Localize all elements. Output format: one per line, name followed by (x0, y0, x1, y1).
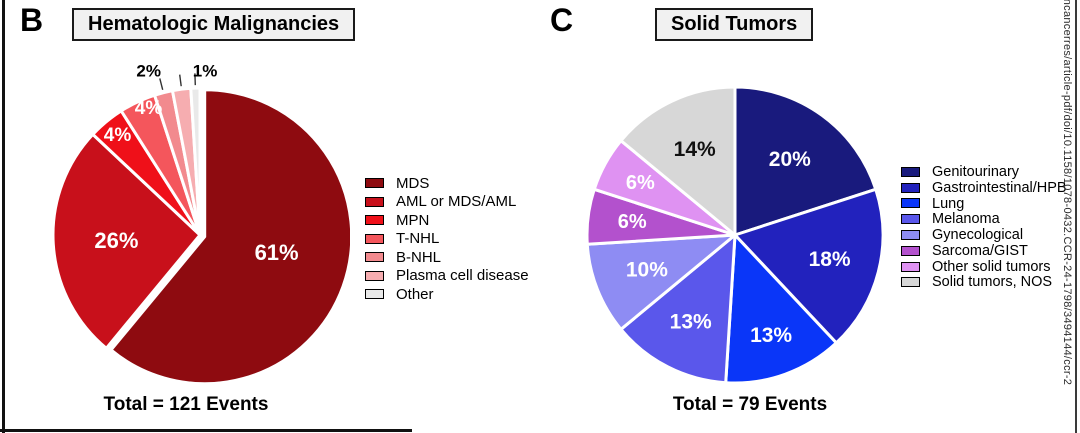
legend-swatch-sarcoma-gist (901, 245, 920, 256)
pie-percent-label-mds: 61% (255, 240, 299, 265)
total-events-label: Total = 79 Events (672, 394, 828, 415)
legend-swatch-t-nhl (365, 233, 384, 244)
panel-title-solid-tumors: Solid Tumors (655, 8, 814, 41)
panel-frame-left-line (2, 0, 5, 433)
pie-slice-gynecological (585, 233, 737, 331)
legend-swatch-b-nhl (365, 252, 384, 263)
legend-label: B-NHL (396, 248, 442, 266)
pie-leader-line-plasma-cell-disease (179, 74, 182, 87)
legend-label: Other (396, 285, 434, 303)
pie-percent-label-other-solid-tumors: 6% (626, 172, 655, 194)
legend-swatch-plasma-cell-disease (365, 270, 384, 281)
panel-title-hematologic: Hematologic Malignancies (72, 8, 356, 41)
legend-item-b-nhl: B-NHL (365, 248, 529, 267)
pie-percent-label-aml-or-mds-aml: 26% (94, 228, 138, 253)
pie-percent-label-lung: 13% (750, 324, 792, 347)
legend-label: Plasma cell disease (396, 267, 529, 285)
panel-title-text: Hematologic Malignancies (88, 13, 340, 35)
pie-percent-label-gynecological: 10% (626, 258, 668, 281)
legend-swatch-gynecological (901, 230, 920, 241)
legend-solid-tumors: Genitourinary Gastrointestinal/HPB Lung Mel… (901, 164, 1067, 290)
pie-chart-solid-tumors: 20% 18% 13% 13% 10% 6% 6% 14% (585, 85, 885, 385)
pie-percent-label-gastrointestinal-hpb: 18% (809, 248, 851, 271)
legend-swatch-lung (901, 198, 920, 209)
legend-swatch-aml-or-mds-aml (365, 196, 384, 207)
legend-label: AML or MDS/AML (396, 193, 517, 211)
legend-label: Genitourinary (932, 163, 1020, 180)
legend-item-aml-or-mds-aml: AML or MDS/AML (365, 193, 529, 212)
legend-label: Gastrointestinal/HPB (932, 179, 1067, 196)
total-events-label: Total = 121 Events (103, 394, 269, 415)
pie-percent-label-outside: 1% (193, 62, 218, 81)
pie-slice-lung (724, 233, 838, 385)
panel-letter-b: B (20, 2, 44, 38)
pdf-url-watermark: incancerres/article-pdf/doi/10.1158/1078… (1061, 0, 1073, 386)
legend-hematologic: MDS AML or MDS/AML MPN T-NHL B-NHL Plasma cel… (365, 174, 529, 304)
legend-swatch-other (365, 289, 384, 300)
legend-swatch-mds (365, 178, 384, 189)
page-edge-line (1075, 0, 1077, 433)
legend-item-mpn: MPN (365, 211, 529, 230)
legend-swatch-other-solid-tumors (901, 261, 920, 272)
legend-swatch-melanoma (901, 214, 920, 225)
pie-leader-line-b-nhl (159, 78, 164, 90)
legend-label: MDS (396, 174, 430, 192)
legend-item-sarcoma-gist: Sarcoma/GIST (901, 243, 1067, 259)
legend-item-other: Other (365, 285, 529, 304)
legend-item-other-solid-tumors: Other solid tumors (901, 259, 1067, 275)
pie-percent-label-melanoma: 13% (670, 311, 712, 334)
pie-slice-genitourinary (733, 85, 878, 237)
legend-item-solid-tumors-nos: Solid tumors, NOS (901, 274, 1067, 291)
pie-slice-aml-or-mds-aml (51, 132, 202, 350)
legend-label: Other solid tumors (932, 258, 1051, 275)
pie-slice-melanoma (619, 233, 737, 385)
legend-item-mds: MDS (365, 174, 529, 193)
pie-percent-label-solid-tumors-nos: 14% (674, 138, 716, 161)
legend-item-t-nhl: T-NHL (365, 230, 529, 249)
legend-swatch-solid-tumors-nos (901, 277, 920, 288)
legend-label: Lung (932, 195, 965, 212)
panel-frame-bottom-line (0, 429, 412, 432)
legend-label: MPN (396, 211, 430, 229)
pie-percent-label-outside: 2% (136, 62, 161, 81)
legend-item-gastrointestinal-hpb: Gastrointestinal/HPB (901, 180, 1067, 196)
legend-item-lung: Lung (901, 196, 1067, 212)
pie-slice-gastrointestinal-hpb (733, 187, 885, 345)
legend-item-genitourinary: Genitourinary (901, 164, 1067, 180)
pie-slice-other (189, 86, 202, 237)
pie-percent-label-mpn: 4% (104, 125, 132, 146)
legend-swatch-genitourinary (901, 166, 920, 177)
pie-percent-label-t-nhl: 4% (135, 98, 163, 119)
legend-label: Solid tumors, NOS (932, 274, 1053, 291)
legend-label: Sarcoma/GIST (932, 242, 1028, 259)
pie-slice-solid-tumors-nos (619, 85, 737, 237)
legend-swatch-mpn (365, 215, 384, 226)
panel-title-text: Solid Tumors (671, 13, 798, 35)
legend-label: Melanoma (932, 211, 1000, 228)
pie-percent-label-sarcoma-gist: 6% (618, 211, 647, 233)
pie-slice-mds (109, 88, 350, 386)
pie-percent-label-genitourinary: 20% (769, 148, 811, 171)
panel-letter-c: C (550, 2, 574, 38)
legend-item-melanoma: Melanoma (901, 211, 1067, 227)
legend-label: T-NHL (396, 230, 440, 248)
legend-swatch-gastrointestinal-hpb (901, 182, 920, 193)
legend-item-plasma-cell-disease: Plasma cell disease (365, 267, 529, 286)
legend-label: Gynecological (932, 227, 1024, 244)
pie-chart-hematologic: 61% 26% 4%4% 2% 1% (51, 62, 350, 386)
legend-item-gynecological: Gynecological (901, 227, 1067, 243)
